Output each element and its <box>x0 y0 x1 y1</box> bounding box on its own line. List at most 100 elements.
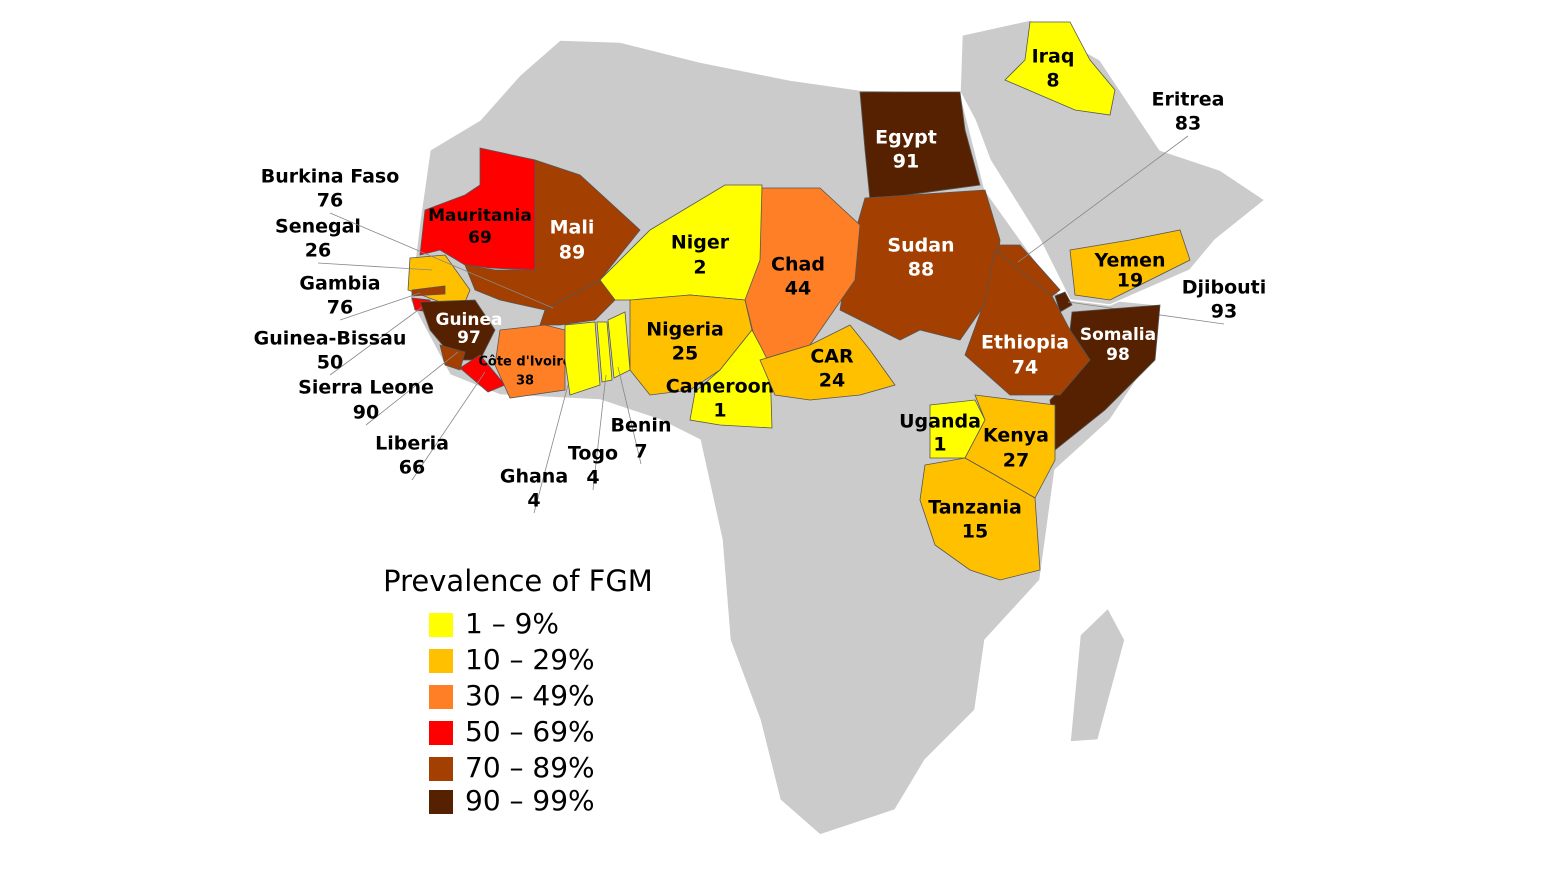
country-value: 26 <box>305 240 331 262</box>
country-shape <box>464 159 641 311</box>
country-value: 69 <box>468 228 492 248</box>
country-name: Niger <box>671 232 730 254</box>
country-value: 91 <box>893 151 919 173</box>
legend-swatch <box>429 685 453 709</box>
country-name: Somalia <box>1080 325 1156 345</box>
country-value: 38 <box>516 374 534 389</box>
country-value: 90 <box>353 402 379 424</box>
country-value: 88 <box>908 259 934 281</box>
country-name: Yemen <box>1093 250 1165 272</box>
country-shape <box>411 285 446 297</box>
legend: 1 – 9%10 – 29%30 – 49%50 – 69%70 – 89%90… <box>429 607 595 817</box>
country-value: 89 <box>559 242 585 264</box>
country-value: 83 <box>1175 113 1201 135</box>
country-name: Kenya <box>983 425 1049 447</box>
country-value: 4 <box>586 467 599 489</box>
country-shape <box>1054 291 1073 313</box>
country-name: Djibouti <box>1182 277 1267 299</box>
country-value: 50 <box>317 352 343 374</box>
country-shape <box>689 329 773 429</box>
country-shape <box>419 147 536 271</box>
legend-label: 30 – 49% <box>465 679 595 712</box>
leader-line <box>533 384 569 514</box>
country-value: 1 <box>713 400 726 422</box>
country-value: 44 <box>785 278 811 300</box>
leader-line <box>365 351 459 426</box>
leader-line <box>411 371 486 481</box>
country-shape <box>564 321 601 396</box>
legend-label: 90 – 99% <box>465 784 595 817</box>
country-name: Gambia <box>299 273 380 295</box>
leader-line <box>617 366 642 465</box>
country-value: 74 <box>1012 357 1038 379</box>
country-shape <box>1069 229 1191 301</box>
country-name: Liberia <box>375 433 449 455</box>
country-value: 4 <box>527 490 540 512</box>
country-name: Guinea-Bissau <box>254 328 407 350</box>
country-name: Sudan <box>887 235 954 257</box>
country-name: Cameroon <box>666 376 774 398</box>
country-value: 66 <box>399 457 425 479</box>
country-shape <box>919 457 1041 581</box>
country-value: 1 <box>933 434 946 456</box>
country-name: Mauritania <box>428 206 532 226</box>
country-value: 19 <box>1117 270 1143 292</box>
country-shape <box>759 324 896 401</box>
country-name: Mali <box>550 217 595 239</box>
country-value: 27 <box>1003 450 1029 472</box>
country-value: 93 <box>1211 301 1237 323</box>
country-shape <box>964 249 1091 396</box>
legend-swatch <box>429 757 453 781</box>
country-name: Côte d'Ivoire <box>478 355 571 370</box>
country-value: 25 <box>672 343 698 365</box>
country-name: Ethiopia <box>981 332 1069 354</box>
country-value: 24 <box>819 370 845 392</box>
country-name: Benin <box>611 415 672 437</box>
legend-label: 10 – 29% <box>465 643 595 676</box>
leader-line <box>329 212 554 309</box>
country-name: Nigeria <box>646 319 724 341</box>
legend-label: 70 – 89% <box>465 751 595 784</box>
country-value: 7 <box>634 441 647 463</box>
legend-swatch <box>429 790 453 814</box>
country-shape <box>539 279 616 326</box>
country-value: 76 <box>317 190 343 212</box>
country-name: Uganda <box>899 411 981 433</box>
legend-label: 50 – 69% <box>465 715 595 748</box>
country-shape <box>1004 21 1116 116</box>
country-value: 76 <box>327 297 353 319</box>
country-name: Sierra Leone <box>298 377 434 399</box>
legend-swatch <box>429 649 453 673</box>
leader-line <box>1017 135 1189 263</box>
leader-line <box>339 292 421 321</box>
leader-line <box>592 374 607 491</box>
legend-title: Prevalence of FGM <box>383 564 653 598</box>
country-value: 98 <box>1106 345 1130 365</box>
country-name: Egypt <box>875 127 937 149</box>
country-value: 97 <box>457 328 481 348</box>
leader-line <box>329 304 426 376</box>
country-name: Ghana <box>500 466 568 488</box>
legend-label: 1 – 9% <box>465 607 559 640</box>
country-name: Eritrea <box>1151 89 1224 111</box>
country-value: 15 <box>962 521 988 543</box>
country-shape <box>439 344 466 371</box>
country-name: Chad <box>771 254 825 276</box>
country-name: Togo <box>568 443 618 465</box>
country-shape <box>596 321 613 383</box>
country-value: 8 <box>1046 70 1059 92</box>
country-name: Iraq <box>1032 46 1075 68</box>
legend-swatch <box>429 613 453 637</box>
country-name: CAR <box>810 346 854 368</box>
legend-swatch <box>429 721 453 745</box>
leader-line <box>317 262 433 271</box>
country-value: 2 <box>693 257 706 279</box>
country-name: Senegal <box>275 216 361 238</box>
country-name: Tanzania <box>928 497 1022 519</box>
country-name: Burkina Faso <box>261 166 400 188</box>
country-name: Guinea <box>436 310 503 330</box>
country-shape <box>859 91 981 201</box>
madagascar-land <box>1069 606 1126 743</box>
